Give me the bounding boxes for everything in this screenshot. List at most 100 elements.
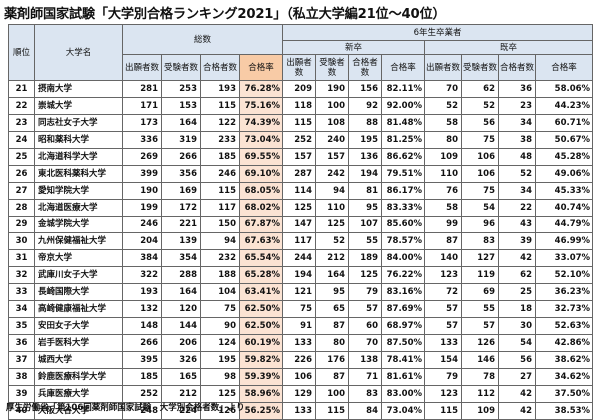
cell-new-passers: 57 <box>348 300 383 319</box>
cell-total-applicants: 281 <box>122 80 162 98</box>
cell-new-passers: 95 <box>348 198 383 217</box>
cell-prev-applicants: 76 <box>424 181 463 200</box>
cell-new-passers: 136 <box>348 147 383 166</box>
cell-total-applicants: 266 <box>122 334 162 352</box>
cell-new-pass-rate: 73.04% <box>381 401 426 420</box>
cell-prev-passers: 39 <box>498 232 537 251</box>
cell-new-passers: 156 <box>348 80 383 98</box>
cell-university: 九州保健福祉大学 <box>34 232 123 251</box>
cell-rank: 34 <box>8 300 35 319</box>
cell-prev-passers: 54 <box>498 334 537 352</box>
cell-prev-pass-rate: 49.06% <box>535 164 594 183</box>
cell-prev-applicants: 87 <box>424 232 463 251</box>
cell-total-passers: 117 <box>200 198 240 217</box>
table-row: 27 愛知学院大学 190 169 115 68.05% 114 94 81 86.17% 76 75… <box>8 181 594 200</box>
cell-total-applicants: 171 <box>122 96 162 115</box>
cell-new-pass-rate: 81.61% <box>381 367 426 386</box>
cell-university: 鈴鹿医療科学大学 <box>34 367 123 386</box>
cell-total-passers: 115 <box>200 96 240 115</box>
cell-total-passers: 90 <box>200 317 240 336</box>
cell-total-applicants: 395 <box>122 351 162 369</box>
cell-prev-pass-rate: 33.07% <box>535 249 594 268</box>
cell-new-applicants: 114 <box>282 181 317 200</box>
cell-university: 東北医科薬科大学 <box>34 164 123 183</box>
cell-prev-pass-rate: 50.67% <box>535 130 594 149</box>
cell-university: 同志社女子大学 <box>34 113 123 132</box>
cell-prev-pass-rate: 36.23% <box>535 283 594 302</box>
cell-total-applicants: 399 <box>122 164 162 183</box>
cell-new-examinees: 87 <box>315 317 350 336</box>
cell-rank: 27 <box>8 181 35 200</box>
cell-rank: 35 <box>8 317 35 336</box>
table-row: 34 高崎健康福祉大学 132 120 75 62.50% 75 65 57 87.69% 57 55… <box>8 300 594 319</box>
cell-total-applicants: 193 <box>122 283 162 302</box>
cell-university: 昭和薬科大学 <box>34 130 123 149</box>
cell-prev-passers: 56 <box>498 351 537 369</box>
cell-new-applicants: 91 <box>282 317 317 336</box>
cell-university: 高崎健康福祉大学 <box>34 300 123 319</box>
cell-total-applicants: 190 <box>122 181 162 200</box>
cell-prev-applicants: 115 <box>424 401 463 420</box>
cell-prev-passers: 36 <box>498 80 537 98</box>
cell-rank: 37 <box>8 351 35 369</box>
cell-prev-passers: 38 <box>498 130 537 149</box>
cell-new-applicants: 226 <box>282 351 317 369</box>
cell-new-pass-rate: 83.16% <box>381 283 426 302</box>
cell-new-applicants: 133 <box>282 401 317 420</box>
cell-rank: 29 <box>8 215 35 234</box>
cell-total-pass-rate: 60.19% <box>238 334 284 352</box>
cell-prev-passers: 52 <box>498 164 537 183</box>
cell-rank: 25 <box>8 147 35 166</box>
cell-new-pass-rate: 87.50% <box>381 334 426 352</box>
cell-total-applicants: 204 <box>122 232 162 251</box>
table-row: 32 武庫川女子大学 322 288 188 65.28% 194 164 125 76.22% 1… <box>8 266 594 285</box>
cell-new-examinees: 212 <box>315 249 350 268</box>
cell-new-passers: 194 <box>348 164 383 183</box>
source-note: 厚生労働省「第106回薬剤師国家試験 大学別合格者数」より <box>6 403 245 413</box>
cell-new-passers: 83 <box>348 384 383 403</box>
cell-new-examinees: 164 <box>315 266 350 285</box>
cell-new-pass-rate: 87.69% <box>381 300 426 319</box>
cell-university: 帝京大学 <box>34 249 123 268</box>
table-row: 39 兵庫医療大学 252 212 125 58.96% 129 100 83 83.00% 123… <box>8 384 594 403</box>
cell-prev-examinees: 146 <box>461 351 500 369</box>
cell-total-examinees: 169 <box>161 181 201 200</box>
cell-new-pass-rate: 92.00% <box>381 96 426 115</box>
cell-rank: 22 <box>8 96 35 115</box>
cell-total-examinees: 319 <box>161 130 201 149</box>
cell-total-applicants: 252 <box>122 384 162 403</box>
cell-prev-passers: 27 <box>498 367 537 386</box>
cell-prev-examinees: 126 <box>461 334 500 352</box>
cell-new-examinees: 157 <box>315 147 350 166</box>
cell-new-passers: 92 <box>348 96 383 115</box>
cell-new-passers: 60 <box>348 317 383 336</box>
cell-prev-pass-rate: 38.53% <box>535 401 594 420</box>
cell-new-examinees: 87 <box>315 367 350 386</box>
cell-new-examinees: 95 <box>315 283 350 302</box>
cell-total-examinees: 354 <box>161 249 201 268</box>
cell-new-applicants: 117 <box>282 232 317 251</box>
header-new-examinees: 受験者数 <box>315 54 350 81</box>
cell-new-examinees: 242 <box>315 164 350 183</box>
cell-total-pass-rate: 69.55% <box>238 147 284 166</box>
header-prev-passers: 合格者数 <box>498 54 537 81</box>
cell-prev-pass-rate: 38.62% <box>535 351 594 369</box>
cell-prev-passers: 42 <box>498 249 537 268</box>
cell-total-examinees: 221 <box>161 215 201 234</box>
cell-new-examinees: 65 <box>315 300 350 319</box>
cell-prev-applicants: 52 <box>424 96 463 115</box>
table-row: 25 北海道科学大学 269 266 185 69.55% 157 157 136 86.62% 1… <box>8 147 594 166</box>
table-row: 21 摂南大学 281 253 193 76.28% 209 190 156 82.11% 70 62… <box>8 80 594 98</box>
cell-total-passers: 246 <box>200 164 240 183</box>
cell-total-applicants: 185 <box>122 367 162 386</box>
table-row: 26 東北医科薬科大学 399 356 246 69.10% 287 242 194 79.51%… <box>8 164 594 183</box>
cell-university: 武庫川女子大学 <box>34 266 123 285</box>
cell-total-examinees: 153 <box>161 96 201 115</box>
cell-new-applicants: 287 <box>282 164 317 183</box>
cell-prev-passers: 42 <box>498 384 537 403</box>
cell-prev-passers: 34 <box>498 181 537 200</box>
header-new-applicants: 出願者数 <box>282 54 317 81</box>
cell-new-applicants: 157 <box>282 147 317 166</box>
cell-rank: 30 <box>8 232 35 251</box>
cell-prev-pass-rate: 44.79% <box>535 215 594 234</box>
